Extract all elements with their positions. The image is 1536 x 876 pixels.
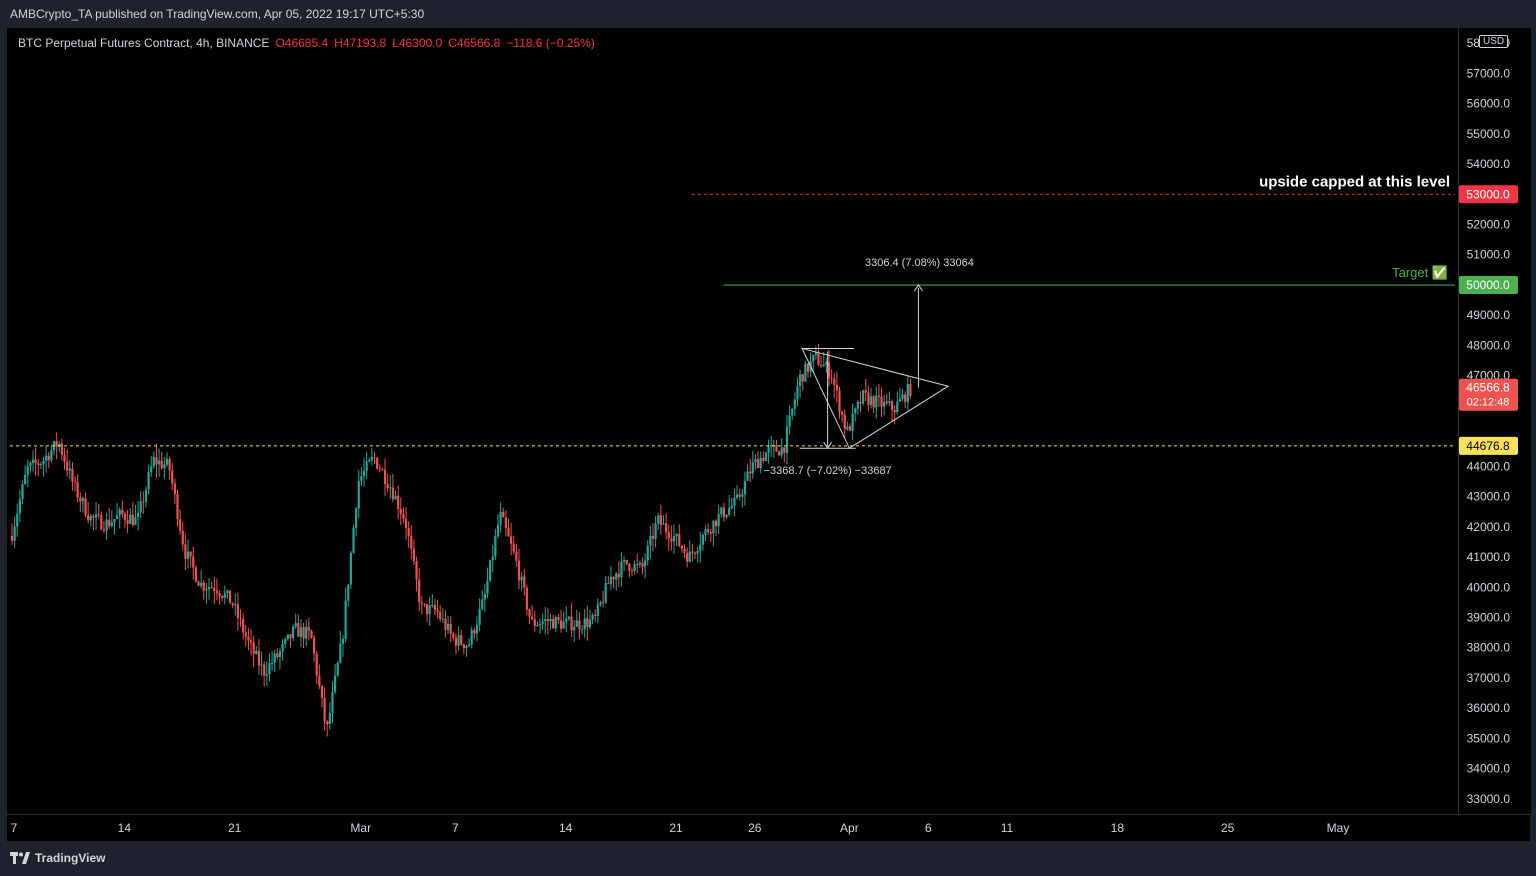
price-axis[interactable] bbox=[1458, 28, 1531, 814]
chart-plot-area[interactable] bbox=[7, 28, 1458, 814]
legend-high: H47193.8 bbox=[334, 36, 387, 50]
currency-badge[interactable]: USD bbox=[1479, 35, 1509, 48]
footer-bar bbox=[0, 841, 1536, 876]
legend-close: C46566.8 bbox=[448, 36, 501, 50]
legend-low: L46300.0 bbox=[392, 36, 443, 50]
header-bar: AMBCrypto_TA published on TradingView.co… bbox=[0, 0, 1536, 28]
legend-open: O46685.4 bbox=[275, 36, 329, 50]
legend-symbol: BTC Perpetual Futures Contract, 4h, BINA… bbox=[18, 36, 270, 50]
tradingview-logo[interactable]: TradingView bbox=[10, 851, 105, 865]
tradingview-brand: TradingView bbox=[35, 851, 106, 865]
time-axis[interactable] bbox=[7, 814, 1530, 842]
chart-legend: BTC Perpetual Futures Contract, 4h, BINA… bbox=[18, 36, 595, 50]
tradingview-logo-icon bbox=[10, 852, 30, 864]
publisher-text: AMBCrypto_TA published on TradingView.co… bbox=[10, 7, 425, 21]
legend-change: −118.6 (−0.25%) bbox=[506, 36, 595, 50]
